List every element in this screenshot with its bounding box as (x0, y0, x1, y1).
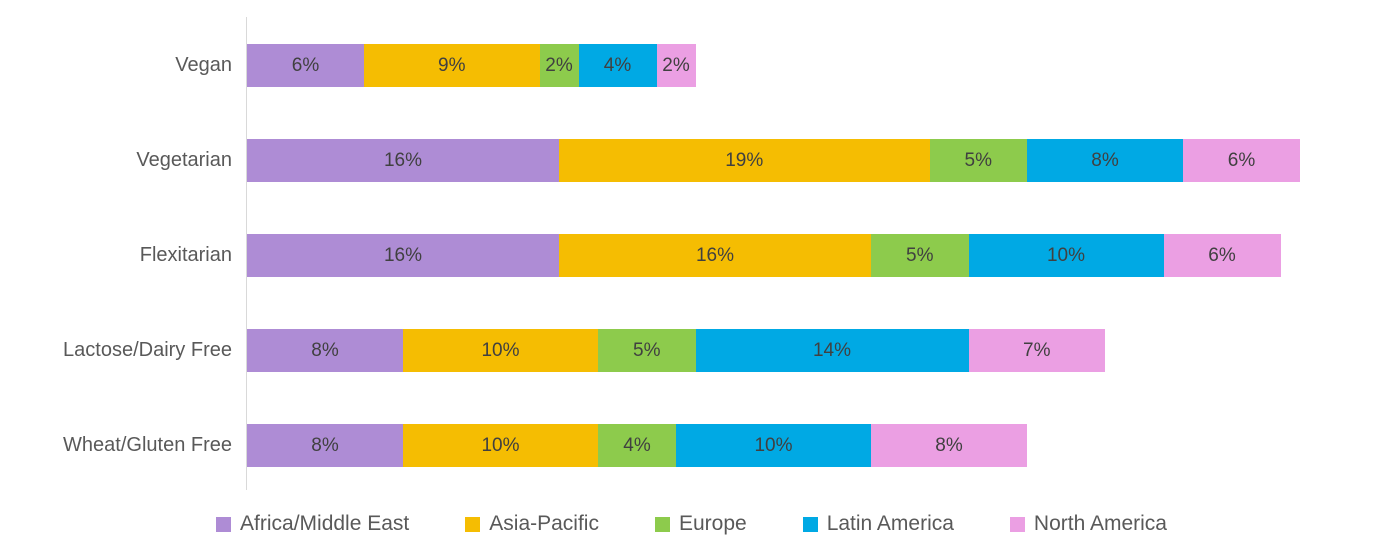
data-label: 4% (623, 434, 651, 456)
data-label: 5% (906, 244, 934, 266)
legend-item: Latin America (802, 512, 954, 536)
data-label: 7% (1023, 339, 1051, 361)
data-label: 16% (383, 149, 423, 171)
stacked-bar-row: 16% 16% 5% 10% 6% (247, 234, 1281, 277)
data-label: 2% (545, 54, 573, 76)
data-label: 10% (481, 434, 520, 456)
data-label: 19% (725, 149, 764, 171)
bar-segment: 4% (598, 424, 676, 467)
data-label: 14% (812, 339, 852, 361)
data-label: 8% (311, 434, 339, 456)
bar-segment: 7% (968, 329, 1105, 372)
bar-segment: 4% (578, 44, 657, 87)
legend-label: Europe (678, 512, 747, 535)
legend-item: North America (1009, 512, 1167, 536)
legend-swatch-icon (802, 516, 818, 532)
legend-swatch-icon (216, 516, 232, 532)
stacked-bar-row: 16% 19% 5% 8% 6% (247, 139, 1300, 182)
category-label: Lactose/Dairy Free (63, 339, 232, 361)
legend-item: Asia-Pacific (465, 512, 599, 536)
legend-item: Africa/Middle East (216, 512, 409, 536)
data-label: 6% (1227, 149, 1256, 171)
category-label: Flexitarian (139, 244, 232, 266)
legend-label: Africa/Middle East (240, 512, 410, 535)
data-label: 6% (1208, 244, 1236, 266)
data-label: 10% (1046, 244, 1086, 266)
data-label: 8% (1091, 149, 1119, 171)
stacked-bar-row: 6% 9% 2% 4% 2% (247, 44, 696, 87)
bar-segment: 6% (247, 44, 364, 87)
bar-segment: 10% (968, 234, 1164, 277)
category-label: Vegetarian (136, 149, 232, 171)
bar-segment: 10% (676, 424, 871, 467)
bar-segment: 2% (656, 44, 696, 87)
data-label: 8% (311, 339, 339, 361)
data-label: 5% (633, 339, 661, 361)
stacked-bar-row: 8% 10% 5% 14% 7% (247, 329, 1105, 372)
data-label: 9% (438, 54, 466, 76)
legend-swatch-icon (465, 516, 481, 532)
data-label: 4% (603, 54, 632, 76)
legend-label: North America (1033, 512, 1167, 535)
bar-segment: 5% (929, 139, 1027, 182)
bar-segment: 8% (1027, 139, 1183, 182)
bar-segment: 5% (598, 329, 696, 372)
data-label: 10% (754, 434, 793, 456)
bar-segment: 6% (1183, 139, 1300, 182)
stacked-bar-row: 8% 10% 4% 10% 8% (247, 424, 1027, 467)
data-label: 8% (935, 434, 963, 456)
bar-segment: 16% (247, 139, 559, 182)
legend-swatch-icon (654, 516, 670, 532)
data-label: 16% (695, 244, 735, 266)
bar-segment: 19% (559, 139, 930, 182)
bar-segment: 16% (559, 234, 871, 277)
category-axis-line (246, 17, 247, 490)
data-label: 2% (662, 54, 690, 76)
category-label: Vegan (175, 54, 232, 76)
bar-segment: 9% (364, 44, 540, 87)
legend: Africa/Middle East Asia-Pacific Europe Lati… (0, 512, 1383, 536)
bar-segment: 8% (247, 329, 403, 372)
category-label: Wheat/Gluten Free (63, 434, 232, 456)
bar-segment: 16% (247, 234, 559, 277)
bar-segment: 6% (1163, 234, 1281, 277)
bar-segment: 10% (403, 424, 598, 467)
legend-item: Europe (654, 512, 747, 536)
bar-segment: 14% (695, 329, 969, 372)
legend-label: Latin America (826, 512, 954, 535)
data-label: 16% (383, 244, 423, 266)
bar-segment: 10% (403, 329, 598, 372)
data-label: 6% (291, 54, 320, 76)
bar-segment: 2% (539, 44, 579, 87)
legend-label: Asia-Pacific (489, 512, 599, 535)
bar-segment: 8% (871, 424, 1027, 467)
data-label: 5% (964, 149, 992, 171)
legend-swatch-icon (1009, 516, 1025, 532)
data-label: 10% (481, 339, 520, 361)
bar-segment: 8% (247, 424, 403, 467)
bar-segment: 5% (871, 234, 969, 277)
